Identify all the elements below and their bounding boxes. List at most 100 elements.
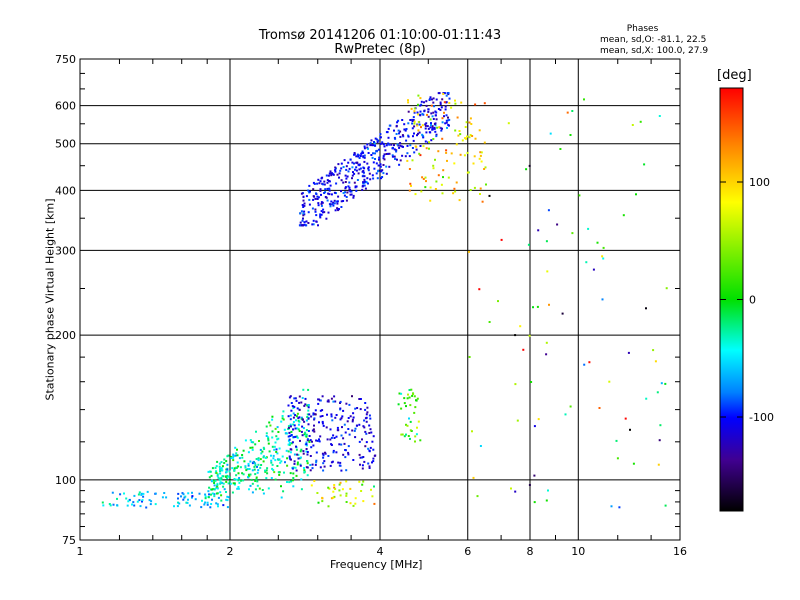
- data-point: [624, 417, 627, 420]
- data-point: [370, 154, 373, 156]
- data-point: [208, 486, 211, 489]
- data-point: [320, 213, 323, 216]
- data-point: [415, 399, 418, 402]
- data-point: [344, 186, 347, 189]
- data-point: [318, 182, 321, 185]
- data-point: [264, 457, 267, 459]
- data-point: [191, 495, 194, 498]
- data-point: [409, 437, 411, 440]
- data-point: [346, 420, 349, 423]
- data-point: [411, 118, 414, 121]
- data-point: [270, 461, 273, 464]
- data-point: [204, 495, 207, 498]
- data-point: [333, 202, 336, 205]
- data-point: [361, 467, 364, 470]
- data-point: [206, 501, 209, 504]
- data-point: [578, 194, 581, 197]
- data-point: [365, 420, 368, 423]
- data-point: [353, 181, 356, 184]
- data-point: [349, 193, 352, 196]
- data-point: [339, 400, 342, 403]
- data-point: [248, 474, 251, 477]
- data-point: [413, 395, 416, 398]
- data-point: [290, 442, 293, 445]
- data-point: [288, 438, 291, 441]
- data-point: [352, 194, 355, 197]
- data-point: [342, 437, 345, 440]
- data-point: [305, 433, 308, 436]
- data-point: [322, 424, 325, 427]
- data-point: [276, 452, 279, 455]
- data-point: [302, 195, 305, 198]
- data-point: [305, 443, 308, 446]
- data-point: [405, 405, 407, 408]
- data-point: [328, 193, 331, 196]
- data-point: [514, 334, 517, 337]
- data-point: [404, 155, 407, 158]
- data-point: [353, 429, 356, 432]
- data-point: [377, 164, 380, 167]
- data-point: [304, 397, 307, 400]
- data-point: [374, 152, 376, 155]
- data-point: [361, 185, 364, 188]
- data-point: [320, 202, 323, 205]
- data-point: [303, 210, 306, 213]
- data-point: [415, 433, 418, 436]
- data-point: [310, 446, 313, 449]
- y-tick-label: 400: [55, 184, 76, 197]
- data-point: [302, 214, 305, 217]
- data-point: [430, 104, 433, 107]
- data-point: [314, 197, 317, 200]
- data-point: [295, 474, 298, 477]
- data-point: [365, 441, 368, 444]
- data-point: [215, 502, 218, 505]
- data-point: [401, 134, 404, 137]
- chart-title: Tromsø 20141206 01:10:00-01:11:43: [258, 28, 502, 43]
- x-tick-label: 4: [377, 545, 384, 558]
- data-point: [327, 400, 330, 403]
- data-point: [431, 128, 434, 131]
- data-point: [302, 427, 305, 430]
- data-point: [348, 167, 351, 170]
- data-point: [362, 500, 365, 503]
- data-point: [338, 172, 341, 175]
- data-point: [437, 174, 440, 177]
- data-point: [431, 125, 434, 128]
- data-point: [445, 114, 448, 117]
- data-point: [359, 398, 362, 400]
- data-point: [136, 500, 139, 503]
- data-point: [393, 144, 395, 147]
- data-point: [308, 413, 311, 416]
- data-point: [363, 178, 366, 181]
- data-point: [377, 148, 380, 151]
- data-point: [631, 124, 634, 126]
- data-point: [374, 137, 377, 140]
- data-point: [219, 470, 222, 473]
- data-point: [351, 166, 354, 169]
- data-point: [424, 124, 427, 127]
- data-point: [102, 504, 105, 507]
- data-point: [424, 123, 427, 126]
- data-point: [533, 474, 536, 477]
- data-point: [332, 204, 335, 207]
- data-point: [652, 349, 655, 352]
- data-point: [471, 135, 474, 137]
- colorbar-tick-label: 100: [749, 176, 770, 189]
- data-point: [365, 432, 368, 435]
- data-point: [330, 413, 333, 416]
- data-point: [403, 128, 406, 131]
- data-point: [473, 186, 476, 189]
- data-point: [283, 471, 285, 474]
- data-point: [305, 224, 308, 227]
- data-point: [265, 477, 268, 480]
- data-point: [363, 154, 366, 157]
- data-point: [387, 142, 390, 145]
- data-point: [177, 497, 179, 500]
- data-point: [235, 452, 238, 455]
- data-point: [280, 485, 282, 488]
- data-point: [328, 172, 331, 175]
- data-point: [399, 142, 402, 145]
- data-point: [227, 475, 230, 478]
- data-point: [216, 486, 219, 488]
- data-point: [327, 174, 330, 177]
